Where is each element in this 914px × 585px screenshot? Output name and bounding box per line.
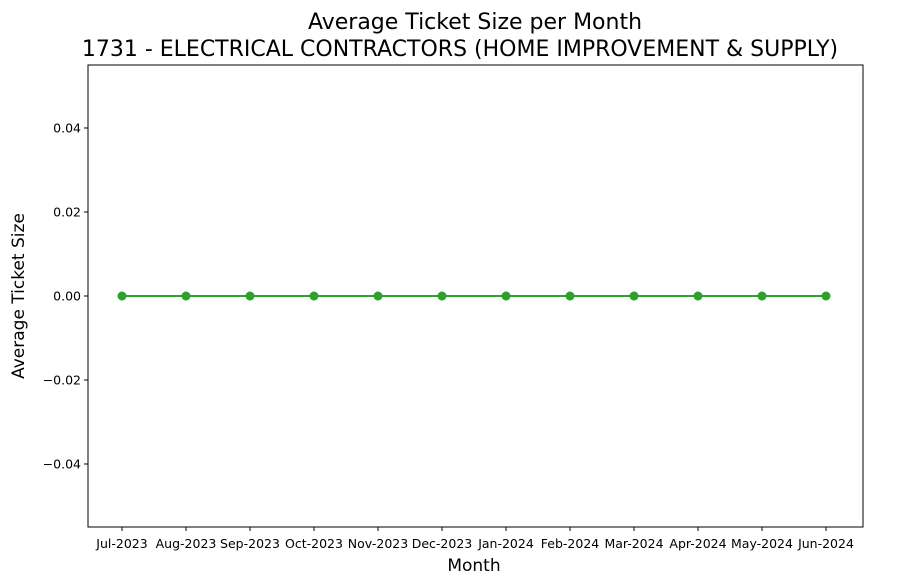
y-tick-label: 0.04 [53, 121, 81, 136]
x-tick-label: May-2024 [731, 536, 793, 551]
x-axis: Jul-2023 Aug-2023 Sep-2023 Oct-2023 Nov-2023… [95, 527, 854, 551]
x-tick-label: Jul-2023 [95, 536, 147, 551]
data-point [245, 291, 255, 301]
x-tick-label: Sep-2023 [220, 536, 280, 551]
x-tick-label: Oct-2023 [285, 536, 343, 551]
data-point [821, 291, 831, 301]
chart-subtitle: 1731 - ELECTRICAL CONTRACTORS (HOME IMPR… [82, 37, 838, 62]
x-axis-label: Month [447, 556, 500, 576]
y-axis-label: Average Ticket Size [9, 213, 29, 379]
x-tick-label: Jan-2024 [477, 536, 534, 551]
x-tick-label: Feb-2024 [541, 536, 600, 551]
series-layer [117, 291, 831, 301]
y-tick-label: −0.04 [43, 457, 81, 472]
data-point [693, 291, 703, 301]
y-tick-label: 0.00 [53, 289, 81, 304]
y-tick-label: −0.02 [43, 373, 81, 388]
x-tick-label: Aug-2023 [156, 536, 217, 551]
y-tick-label: 0.02 [53, 205, 81, 220]
data-point [501, 291, 511, 301]
chart-title: Average Ticket Size per Month [308, 10, 642, 35]
x-tick-label: Jun-2024 [797, 536, 854, 551]
x-tick-label: Nov-2023 [348, 536, 408, 551]
data-point [437, 291, 447, 301]
x-tick-label: Dec-2023 [412, 536, 473, 551]
data-point [757, 291, 767, 301]
x-tick-label: Mar-2024 [604, 536, 663, 551]
data-point [309, 291, 319, 301]
x-tick-label: Apr-2024 [669, 536, 726, 551]
data-point [565, 291, 575, 301]
data-point [117, 291, 127, 301]
data-point [629, 291, 639, 301]
y-axis: −0.04 −0.02 0.00 0.02 0.04 [43, 121, 88, 472]
data-point [373, 291, 383, 301]
data-point [181, 291, 191, 301]
